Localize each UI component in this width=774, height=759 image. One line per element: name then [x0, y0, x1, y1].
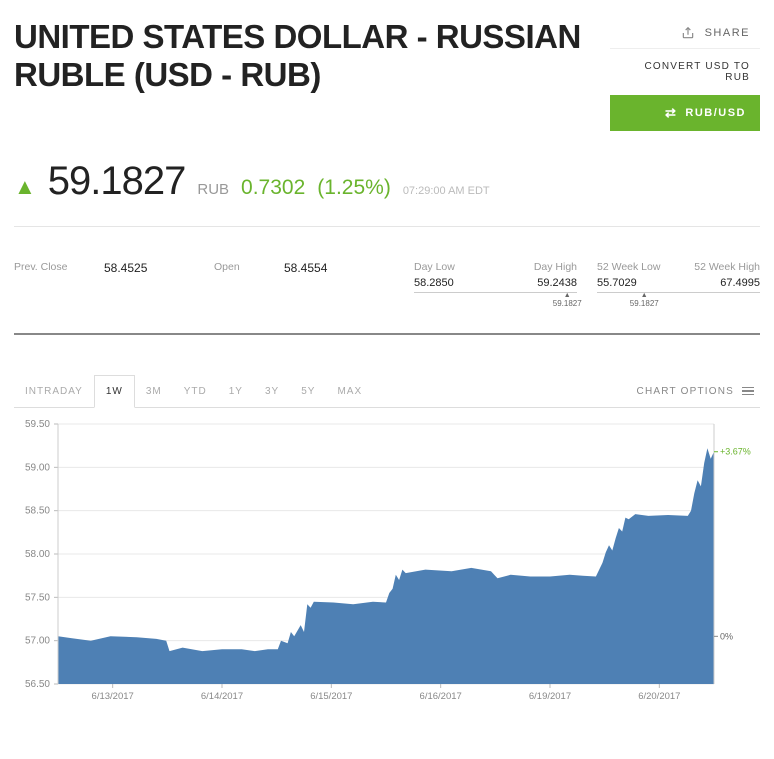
svg-text:59.00: 59.00: [25, 462, 50, 473]
day-high-label: Day High: [534, 261, 577, 273]
w52-high-label: 52 Week High: [694, 261, 760, 273]
stats-row: Prev. Close 58.4525 Open 58.4554 Day Low…: [14, 261, 760, 293]
day-high-value: 59.2438: [537, 277, 577, 289]
quote-timestamp: 07:29:00 AM EDT: [403, 185, 490, 197]
section-divider: [14, 333, 760, 335]
direction-up-icon: ▲: [14, 174, 36, 200]
day-low-value: 58.2850: [414, 277, 454, 289]
swap-pair-button[interactable]: ⇄ RUB/USD: [610, 95, 760, 131]
price-row: ▲ 59.1827 RUB 0.7302 (1.25%) 07:29:00 AM…: [14, 159, 760, 204]
header-row: UNITED STATES DOLLAR - RUSSIAN RUBLE (US…: [14, 18, 760, 131]
convert-label: CONVERT USD TO RUB: [644, 61, 750, 83]
svg-text:6/13/2017: 6/13/2017: [92, 691, 134, 702]
svg-text:0%: 0%: [720, 631, 733, 641]
svg-text:6/19/2017: 6/19/2017: [529, 691, 571, 702]
w52-low-label: 52 Week Low: [597, 261, 660, 273]
svg-text:6/14/2017: 6/14/2017: [201, 691, 243, 702]
svg-text:57.00: 57.00: [25, 636, 50, 647]
prev-close-label-cell: Prev. Close: [14, 261, 104, 293]
tab-ytd[interactable]: YTD: [173, 376, 218, 407]
change-absolute: 0.7302: [241, 176, 305, 200]
prev-close-value: 58.4525: [104, 261, 214, 275]
divider: [14, 226, 760, 227]
tab-max[interactable]: MAX: [326, 376, 373, 407]
svg-text:6/20/2017: 6/20/2017: [638, 691, 680, 702]
prev-close-value-cell: 58.4525: [104, 261, 214, 293]
w52-high-value: 67.4995: [720, 277, 760, 289]
w52-low-value: 55.7029: [597, 277, 637, 289]
page-title: UNITED STATES DOLLAR - RUSSIAN RUBLE (US…: [14, 18, 610, 94]
svg-text:+3.67%: +3.67%: [720, 447, 751, 457]
tab-3m[interactable]: 3M: [135, 376, 173, 407]
ranges: Day Low Day High 58.2850 59.2438 59.1827…: [414, 261, 760, 293]
title-block: UNITED STATES DOLLAR - RUSSIAN RUBLE (US…: [14, 18, 610, 94]
chart-period-tabs: INTRADAY1W3MYTD1Y3Y5YMAX: [14, 375, 373, 407]
open-label: Open: [214, 261, 284, 273]
svg-text:58.00: 58.00: [25, 549, 50, 560]
open-value: 58.4554: [284, 261, 414, 275]
svg-text:56.50: 56.50: [25, 679, 50, 690]
w52-range-marker: 59.1827: [630, 292, 659, 308]
day-low-label: Day Low: [414, 261, 455, 273]
svg-text:6/15/2017: 6/15/2017: [310, 691, 352, 702]
week52-range: 52 Week Low 52 Week High 55.7029 67.4995…: [597, 261, 760, 293]
chart-tabs-row: INTRADAY1W3MYTD1Y3Y5YMAX CHART OPTIONS: [14, 375, 760, 408]
tab-1y[interactable]: 1Y: [218, 376, 254, 407]
change-percent: (1.25%): [317, 176, 391, 200]
svg-text:58.50: 58.50: [25, 506, 50, 517]
tab-1w[interactable]: 1W: [94, 375, 135, 408]
prev-close-label: Prev. Close: [14, 261, 104, 273]
chart-options-label: CHART OPTIONS: [637, 386, 734, 397]
currency-code: RUB: [197, 181, 229, 198]
header-actions: SHARE CONVERT USD TO RUB ⇄ RUB/USD: [610, 18, 760, 131]
price-chart: 59.50 59.00 58.50 58.00 57.50 57.00 56.50 6/13/…: [14, 416, 760, 706]
open-value-cell: 58.4554: [284, 261, 414, 293]
svg-text:59.50: 59.50: [25, 419, 50, 430]
hamburger-icon: [742, 387, 754, 396]
chart-container: 59.50 59.00 58.50 58.00 57.50 57.00 56.50 6/13/…: [14, 416, 760, 706]
svg-text:57.50: 57.50: [25, 592, 50, 603]
tab-3y[interactable]: 3Y: [254, 376, 290, 407]
page-root: UNITED STATES DOLLAR - RUSSIAN RUBLE (US…: [0, 0, 774, 716]
share-label: SHARE: [705, 27, 750, 39]
share-button[interactable]: SHARE: [671, 18, 760, 48]
swap-icon: ⇄: [665, 105, 677, 121]
chart-section: INTRADAY1W3MYTD1Y3Y5YMAX CHART OPTIONS 5…: [14, 375, 760, 706]
tab-5y[interactable]: 5Y: [290, 376, 326, 407]
day-range-marker: 59.1827: [553, 292, 582, 308]
chart-options-button[interactable]: CHART OPTIONS: [637, 386, 760, 397]
swap-label: RUB/USD: [685, 107, 746, 119]
tab-intraday[interactable]: INTRADAY: [14, 376, 94, 407]
day-range: Day Low Day High 58.2850 59.2438 59.1827: [414, 261, 577, 293]
last-price: 59.1827: [48, 159, 186, 204]
open-label-cell: Open: [214, 261, 284, 293]
svg-text:6/16/2017: 6/16/2017: [420, 691, 462, 702]
share-icon: [681, 26, 695, 40]
convert-button[interactable]: CONVERT USD TO RUB: [610, 48, 760, 95]
